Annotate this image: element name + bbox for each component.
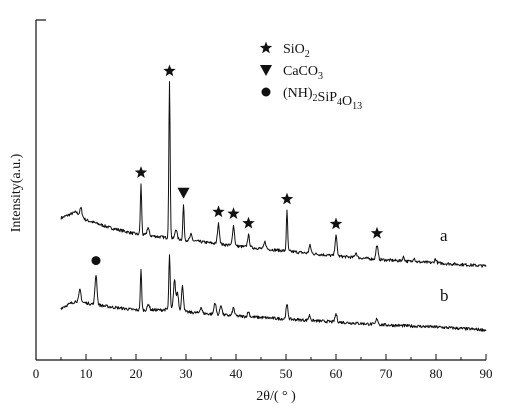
peak-marker-star-a-3 — [212, 205, 225, 218]
x-axis-label: 2θ/( ° ) — [256, 389, 296, 404]
peak-marker-star-a-1 — [163, 64, 176, 77]
plot-area — [60, 81, 487, 332]
legend-marker-circle — [261, 87, 271, 97]
peak-marker-star-a-6 — [280, 192, 294, 205]
legend: SiO2 CaCO3 (NH)2SiP4O13 — [259, 41, 362, 112]
series-line-b — [60, 254, 487, 332]
peak-marker-triangle-down-a-2 — [177, 187, 190, 199]
x-tick-label: 70 — [380, 366, 393, 381]
series-label-b: b — [440, 286, 449, 305]
x-tick-label: 90 — [480, 366, 493, 381]
legend-label-0: SiO2 — [283, 42, 310, 60]
x-tick-label: 50 — [280, 366, 293, 381]
x-tick-label: 60 — [330, 366, 343, 381]
series-line-a — [60, 81, 487, 268]
x-tick-label: 30 — [180, 366, 193, 381]
x-tick-label: 10 — [80, 366, 93, 381]
peak-marker-circle-b-0 — [91, 256, 101, 266]
peak-markers — [91, 64, 384, 266]
x-tick-label: 0 — [33, 366, 40, 381]
legend-label-2: (NH)2SiP4O13 — [283, 86, 362, 112]
legend-marker-triangle-down — [260, 65, 272, 76]
peak-marker-star-a-5 — [242, 216, 255, 229]
y-axis-label: Intensity(a.u.) — [9, 153, 24, 232]
axes: 0 10 20 30 40 50 60 70 80 90 — [33, 19, 493, 381]
peak-marker-star-a-8 — [370, 226, 384, 239]
peak-marker-star-a-0 — [134, 166, 148, 178]
peak-marker-star-a-4 — [227, 207, 240, 219]
peak-marker-star-a-7 — [329, 217, 343, 230]
series-labels: ab — [440, 226, 449, 305]
x-tick-label: 80 — [430, 366, 443, 381]
legend-label-1: CaCO3 — [283, 64, 323, 82]
legend-marker-star — [259, 41, 273, 54]
x-tick-label: 40 — [230, 366, 243, 381]
series-label-a: a — [440, 226, 448, 245]
x-tick-label: 20 — [130, 366, 143, 381]
